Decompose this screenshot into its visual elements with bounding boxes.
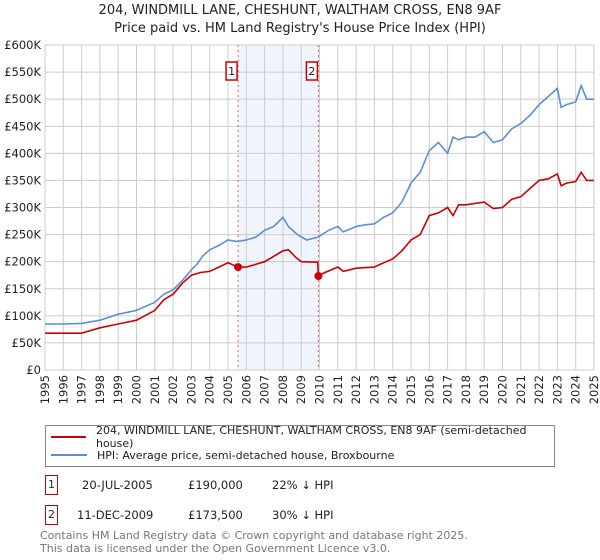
- chart-subtitle: Price paid vs. HM Land Registry's House …: [114, 21, 486, 36]
- legend-label: 204, WINDMILL LANE, CHESHUNT, WALTHAM CR…: [95, 424, 527, 450]
- legend-label: HPI: Average price, semi-detached house,…: [97, 448, 395, 462]
- sale-point: [314, 272, 323, 281]
- transaction-date: 20-JUL-2005: [82, 478, 153, 492]
- x-tick-label: 2014: [386, 375, 400, 404]
- x-tick-label: 2004: [203, 375, 217, 404]
- x-tick-label: 2000: [130, 375, 144, 404]
- y-tick-label: £550K: [4, 65, 41, 79]
- x-tick-label: 1998: [93, 375, 107, 404]
- y-tick-label: £600K: [4, 38, 41, 52]
- transaction-hpi: 22% ↓ HPI: [272, 478, 334, 492]
- footer-licence: This data is licensed under the Open Gov…: [40, 542, 391, 555]
- y-tick-label: £500K: [4, 92, 41, 106]
- legend-swatch-red: [51, 436, 86, 438]
- series-line: [45, 83, 594, 325]
- footer-copyright: Contains HM Land Registry data © Crown c…: [40, 529, 468, 542]
- x-tick-label: 2010: [313, 375, 327, 404]
- sale-point: [234, 263, 243, 272]
- x-tick-label: 1995: [38, 375, 52, 404]
- y-tick-label: £250K: [4, 228, 41, 242]
- x-tick-label: 2019: [477, 375, 491, 404]
- transaction-badge: 1: [45, 475, 58, 495]
- x-tick-label: 2007: [258, 375, 272, 404]
- y-tick-label: £150K: [4, 282, 41, 296]
- sale-badge: [225, 61, 238, 81]
- x-tick-label: 2002: [166, 375, 180, 404]
- y-tick-label: £50K: [12, 336, 42, 350]
- y-tick-label: £400K: [4, 146, 41, 160]
- x-tick-label: 2013: [367, 375, 381, 404]
- x-tick-label: 2003: [184, 375, 198, 404]
- x-tick-label: 2018: [459, 375, 473, 404]
- x-tick-label: 2015: [404, 375, 418, 404]
- legend-item-property: 204, WINDMILL LANE, CHESHUNT, WALTHAM CR…: [46, 424, 554, 450]
- x-tick-label: 2025: [587, 375, 600, 404]
- x-tick-label: 2021: [514, 375, 528, 404]
- transaction-date: 11-DEC-2009: [77, 508, 154, 522]
- footer: Contains HM Land Registry data © Crown c…: [40, 529, 468, 555]
- x-tick-label: 2020: [496, 375, 510, 404]
- legend-swatch-blue: [51, 454, 87, 456]
- y-tick-label: £0: [26, 363, 41, 377]
- x-tick-label: 2009: [294, 375, 308, 404]
- x-tick-label: 2016: [422, 375, 436, 404]
- x-tick-label: 2023: [550, 375, 564, 404]
- x-tick-label: 2017: [441, 375, 455, 404]
- x-tick-label: 1997: [75, 375, 89, 404]
- x-tick-label: 2008: [276, 375, 290, 404]
- series-line: [45, 170, 594, 334]
- y-tick-label: £300K: [4, 201, 41, 215]
- sale-badge-label: 1: [228, 65, 235, 78]
- x-tick-label: 2012: [349, 375, 363, 404]
- x-tick-label: 2006: [239, 375, 253, 404]
- transaction-hpi: 30% ↓ HPI: [272, 508, 334, 522]
- y-tick-label: £350K: [4, 173, 41, 187]
- x-tick-label: 2011: [331, 375, 345, 404]
- y-tick-label: £200K: [4, 255, 41, 269]
- legend-item-hpi: HPI: Average price, semi-detached house,…: [46, 447, 394, 463]
- legend: 204, WINDMILL LANE, CHESHUNT, WALTHAM CR…: [45, 424, 555, 467]
- transaction-badge: 2: [45, 505, 58, 525]
- transaction-price: £190,000: [188, 478, 243, 492]
- x-tick-label: 2005: [221, 375, 235, 404]
- sale-badge: [305, 61, 319, 81]
- chart-title: 204, WINDMILL LANE, CHESHUNT, WALTHAM CR…: [98, 3, 502, 18]
- x-tick-label: 1996: [56, 375, 70, 404]
- transaction-price: £173,500: [188, 508, 243, 522]
- sale-badge-label: 2: [308, 65, 315, 78]
- x-tick-label: 2022: [532, 375, 546, 404]
- price-chart: £0 £50K £100K £150K £200K £250K £300K £350K £400…: [4, 38, 600, 404]
- x-tick-label: 2001: [148, 375, 162, 404]
- x-tick-label: 1999: [111, 375, 125, 404]
- y-tick-label: £450K: [4, 119, 41, 133]
- y-tick-label: £100K: [4, 309, 41, 323]
- x-tick-label: 2024: [569, 375, 583, 404]
